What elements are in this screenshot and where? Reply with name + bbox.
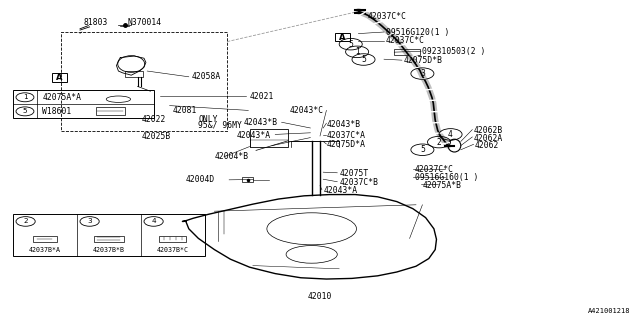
Text: 42062A: 42062A (474, 134, 503, 143)
Text: 42037C*C: 42037C*C (386, 36, 425, 45)
Text: 42037C*B: 42037C*B (339, 178, 378, 187)
Text: A: A (339, 33, 346, 42)
Text: 4: 4 (151, 219, 156, 224)
Text: 95&/ 96MY: 95&/ 96MY (198, 121, 243, 130)
Text: 42043*A: 42043*A (237, 131, 271, 140)
Text: 42075D*B: 42075D*B (403, 56, 442, 65)
Text: A421001218: A421001218 (588, 308, 630, 314)
Text: W18601: W18601 (42, 107, 72, 116)
Text: 42004*B: 42004*B (214, 152, 248, 161)
Text: 42037C*A: 42037C*A (326, 131, 365, 140)
Text: 5: 5 (420, 145, 425, 154)
Text: 5: 5 (22, 108, 28, 114)
Text: 42075A*A: 42075A*A (42, 93, 81, 102)
Text: 42037B*A: 42037B*A (29, 247, 61, 253)
Text: 2: 2 (23, 219, 28, 224)
Text: 42037B*B: 42037B*B (93, 247, 125, 253)
Text: 42075T: 42075T (339, 169, 369, 178)
Text: 5: 5 (348, 40, 353, 49)
Text: 09516G120(1 ): 09516G120(1 ) (386, 28, 449, 36)
Text: 42043*A: 42043*A (323, 186, 357, 195)
Text: 42037C*C: 42037C*C (368, 12, 407, 21)
Text: 42021: 42021 (250, 92, 274, 100)
Text: 3: 3 (420, 69, 425, 78)
Text: 42043*C: 42043*C (289, 106, 323, 115)
Text: 42081: 42081 (173, 106, 197, 115)
Text: ONLY: ONLY (198, 115, 218, 124)
Text: 092310503(2 ): 092310503(2 ) (422, 47, 486, 56)
Text: 81803: 81803 (83, 18, 108, 27)
Text: 42010: 42010 (308, 292, 332, 301)
Text: 4: 4 (448, 130, 453, 139)
Text: 42062: 42062 (475, 141, 499, 150)
Text: 42062B: 42062B (474, 126, 503, 135)
Text: 42025B: 42025B (142, 132, 172, 141)
Text: 1: 1 (355, 47, 360, 56)
Text: 09516G160(1 ): 09516G160(1 ) (415, 173, 478, 182)
Text: A: A (56, 73, 63, 82)
Text: 42058A: 42058A (192, 72, 221, 81)
Text: N370014: N370014 (128, 18, 162, 27)
Text: 3: 3 (87, 219, 92, 224)
Text: 42043*B: 42043*B (243, 118, 277, 127)
Text: 42075A*B: 42075A*B (422, 181, 461, 190)
Text: 42004D: 42004D (186, 175, 215, 184)
Text: 42075D*A: 42075D*A (326, 140, 365, 149)
Text: 42022: 42022 (142, 115, 166, 124)
Text: 42037C*C: 42037C*C (415, 165, 454, 174)
Text: 5: 5 (361, 55, 366, 64)
Text: 2: 2 (436, 138, 442, 147)
Text: 1: 1 (22, 94, 28, 100)
Text: 42043*B: 42043*B (326, 120, 360, 129)
Text: 42037B*C: 42037B*C (157, 247, 189, 253)
